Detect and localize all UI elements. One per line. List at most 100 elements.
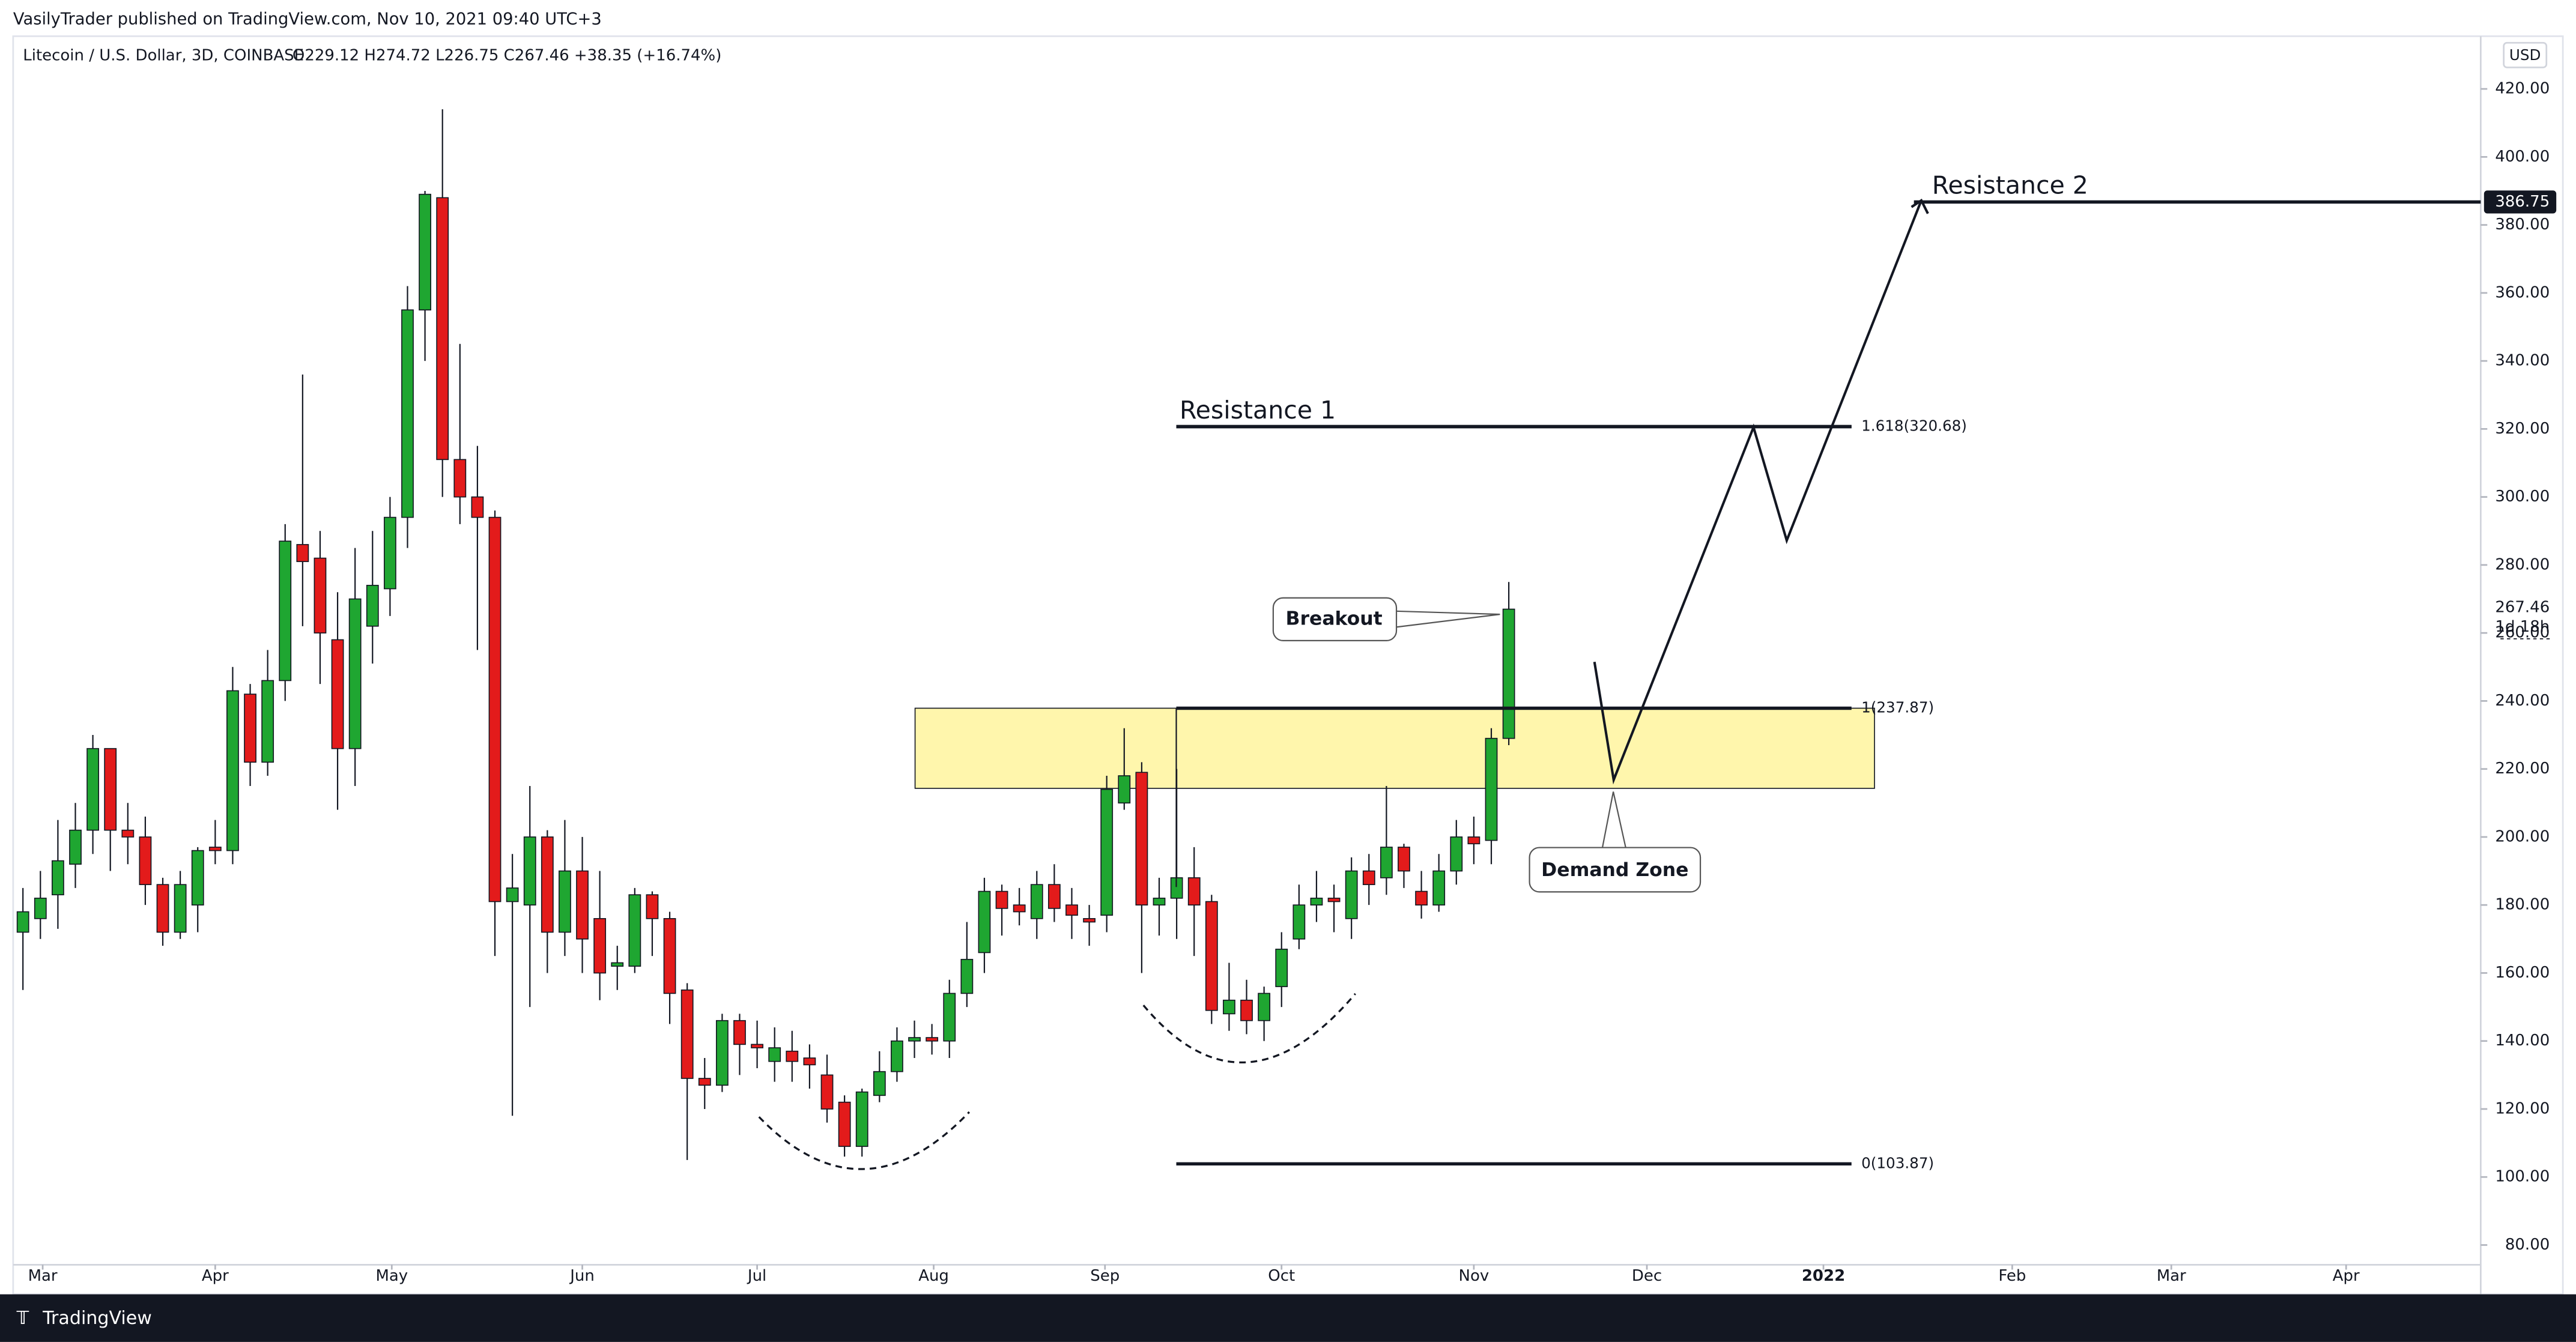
candle-body xyxy=(978,890,991,954)
resistance-label: Resistance 1 xyxy=(1180,396,1336,425)
candle-body xyxy=(1432,870,1446,906)
x-tick-label: Oct xyxy=(1268,1267,1295,1285)
candle-body xyxy=(16,911,29,933)
candle-body xyxy=(576,870,589,940)
candle-body xyxy=(1380,847,1393,878)
y-tick-label: 100.00 xyxy=(2495,1168,2550,1186)
candle-body xyxy=(1240,999,1253,1021)
candle-body xyxy=(506,887,519,902)
footer-logo: 𝕋 xyxy=(16,1308,29,1329)
candle-body xyxy=(383,516,396,590)
candle-body xyxy=(226,690,239,851)
candle-body xyxy=(1345,870,1358,919)
x-tick-label: Jul xyxy=(747,1267,766,1285)
candle-body xyxy=(820,1074,834,1110)
x-tick-label: Mar xyxy=(2157,1267,2186,1285)
candle-body xyxy=(1502,608,1515,739)
candle-body xyxy=(611,962,624,967)
candle-body xyxy=(1450,836,1463,872)
candle-body xyxy=(34,898,47,919)
candle-body xyxy=(559,870,571,933)
x-tick-label: Mar xyxy=(28,1267,58,1285)
candle-body xyxy=(366,585,379,627)
candle-body xyxy=(348,598,362,749)
x-tick-label: Sep xyxy=(1090,1267,1120,1285)
fib-label: 0(103.87) xyxy=(1861,1154,1934,1171)
x-tick-label: Feb xyxy=(1998,1267,2026,1285)
candle-body xyxy=(1293,904,1306,940)
y-tick-label: 160.00 xyxy=(2495,964,2550,982)
price-tag-box xyxy=(2484,190,2557,214)
candle-body xyxy=(1153,898,1166,906)
candle-body xyxy=(1223,999,1235,1015)
candle-body xyxy=(174,884,187,933)
y-tick-label: 400.00 xyxy=(2495,148,2550,166)
y-tick-label: 80.00 xyxy=(2505,1236,2550,1254)
candle-body xyxy=(873,1071,886,1096)
candle-body xyxy=(314,557,327,633)
candle-body xyxy=(646,894,659,919)
countdown: 1d 18h xyxy=(2495,618,2550,636)
candle-body xyxy=(523,836,536,906)
candle-body xyxy=(1275,948,1288,987)
candle-body xyxy=(69,829,82,865)
currency: USD xyxy=(2509,46,2541,64)
candle-body xyxy=(786,1050,799,1062)
candle-body xyxy=(191,850,204,906)
x-tick-label: Nov xyxy=(1459,1267,1490,1285)
y-tick-label: 140.00 xyxy=(2495,1032,2550,1050)
candle-body xyxy=(1485,737,1498,841)
candle-body xyxy=(488,516,502,902)
breakout-pointer xyxy=(1393,610,1500,629)
x-tick-label: Apr xyxy=(202,1267,229,1285)
candle-body xyxy=(803,1057,816,1066)
footer-bar xyxy=(0,1294,2576,1342)
y-tick-label: 180.00 xyxy=(2495,896,2550,914)
candle-body xyxy=(891,1040,903,1072)
x-tick-label: Dec xyxy=(1632,1267,1662,1285)
candle-body xyxy=(331,639,344,749)
candle-body xyxy=(908,1037,921,1042)
candle-body xyxy=(244,694,256,763)
price-tag-label: 386.75 xyxy=(2495,193,2550,211)
y-tick-label: 340.00 xyxy=(2495,352,2550,370)
candle-body xyxy=(86,748,99,831)
candle-body xyxy=(208,847,222,851)
publisher: VasilyTrader published on TradingView.co… xyxy=(13,10,602,28)
x-tick-label: Aug xyxy=(918,1267,949,1285)
candle-body xyxy=(541,836,554,933)
candle-body xyxy=(855,1091,868,1147)
candle-body xyxy=(471,496,484,518)
last-price-label: 267.46 xyxy=(2495,598,2550,616)
y-tick-label: 320.00 xyxy=(2495,420,2550,438)
demand-zone xyxy=(914,707,1875,789)
breakout-box xyxy=(1272,597,1398,641)
candle-body xyxy=(733,1020,746,1045)
candle-body xyxy=(838,1101,851,1147)
candle-body xyxy=(1118,775,1131,804)
candle-body xyxy=(768,1047,781,1062)
candle-body xyxy=(1205,901,1218,1011)
fib-label: 1(237.87) xyxy=(1861,698,1934,716)
breakout-label: Breakout xyxy=(1286,608,1383,629)
candle-body xyxy=(1327,898,1341,902)
candle-body xyxy=(1310,898,1323,906)
candle-body xyxy=(943,993,956,1042)
resistance-label: Resistance 2 xyxy=(1932,171,2088,200)
candle-body xyxy=(628,894,641,967)
candle-body xyxy=(1135,772,1148,906)
candle-body xyxy=(419,193,431,310)
demand-label: Demand Zone xyxy=(1541,859,1688,881)
candle-body xyxy=(1047,884,1061,909)
candle-body xyxy=(121,829,135,838)
candle-body xyxy=(680,989,694,1079)
candle-body xyxy=(593,918,607,974)
x-tick-label: Apr xyxy=(2333,1267,2360,1285)
y-tick-label: 240.00 xyxy=(2495,692,2550,710)
candle-body xyxy=(1467,836,1480,845)
demand-pointer xyxy=(1601,791,1628,851)
y-tick-label: 200.00 xyxy=(2495,827,2550,845)
y-tick-label: 420.00 xyxy=(2495,80,2550,98)
candle-body xyxy=(1065,904,1078,916)
